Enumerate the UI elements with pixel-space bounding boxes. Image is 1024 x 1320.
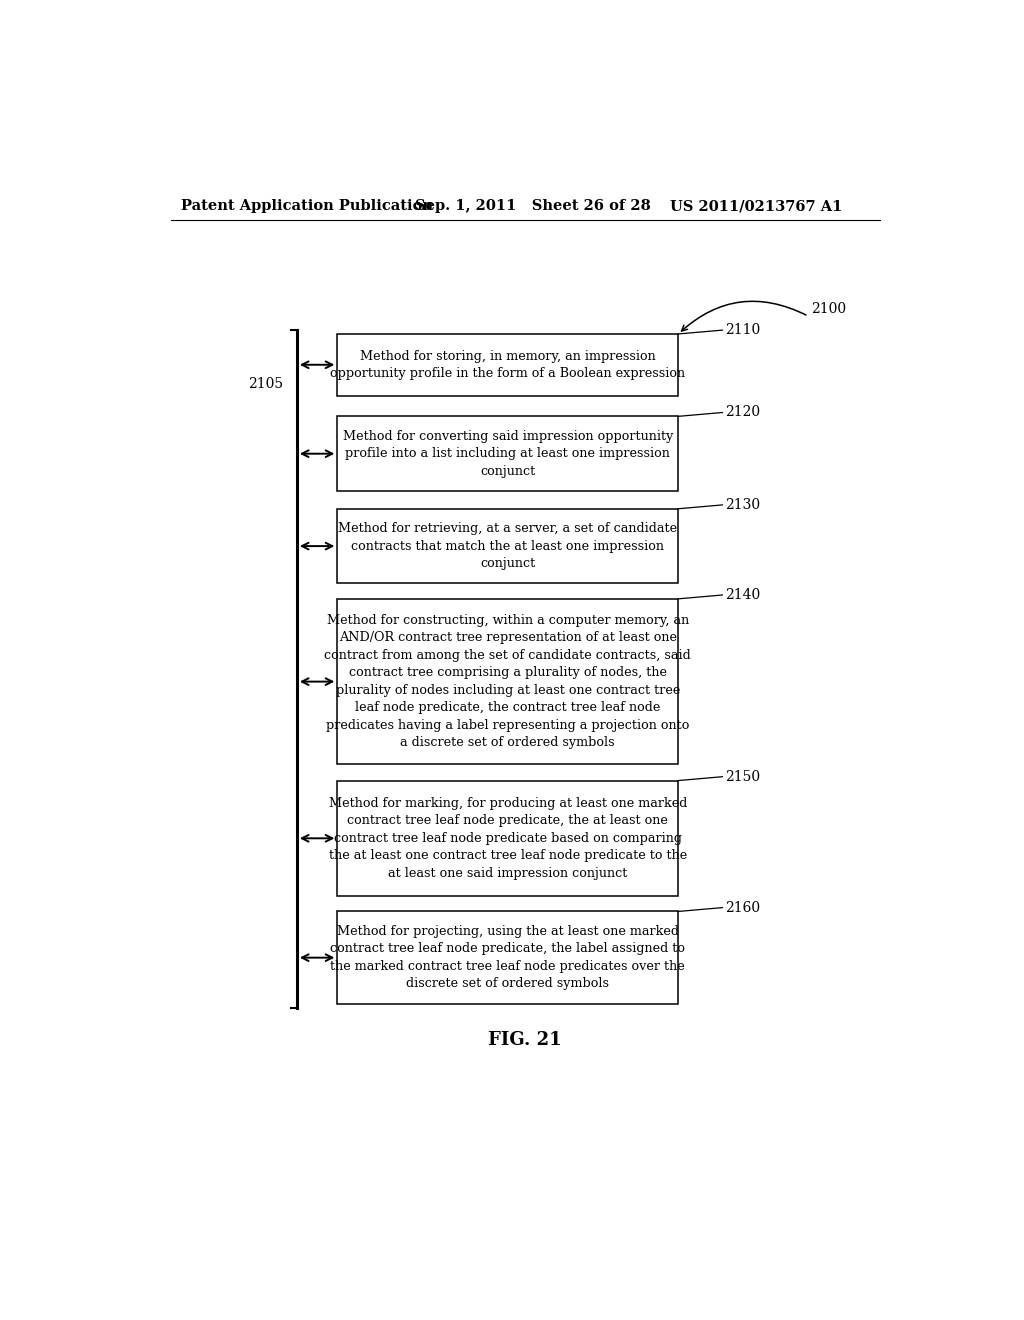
Text: Patent Application Publication: Patent Application Publication (180, 199, 433, 213)
Text: 2150: 2150 (725, 770, 760, 784)
Text: 2105: 2105 (248, 378, 283, 391)
Text: 2140: 2140 (725, 587, 760, 602)
Text: 2130: 2130 (725, 498, 760, 512)
Text: FIG. 21: FIG. 21 (488, 1031, 561, 1049)
Bar (337, 416, 678, 491)
Text: 2160: 2160 (725, 900, 760, 915)
Text: Method for marking, for producing at least one marked
contract tree leaf node pr: Method for marking, for producing at lea… (329, 797, 687, 880)
Text: Sep. 1, 2011   Sheet 26 of 28: Sep. 1, 2011 Sheet 26 of 28 (415, 199, 650, 213)
Bar (337, 508, 678, 583)
Text: Method for retrieving, at a server, a set of candidate
contracts that match the : Method for retrieving, at a server, a se… (338, 523, 677, 570)
Bar (337, 334, 678, 396)
Text: 2110: 2110 (725, 323, 760, 337)
Bar (337, 599, 678, 764)
Bar (337, 780, 678, 896)
Text: Method for converting said impression opportunity
profile into a list including : Method for converting said impression op… (343, 430, 673, 478)
Text: 2100: 2100 (812, 301, 847, 315)
Text: Method for constructing, within a computer memory, an
AND/OR contract tree repre: Method for constructing, within a comput… (325, 614, 691, 750)
Text: 2120: 2120 (725, 405, 760, 420)
Text: Method for storing, in memory, an impression
opportunity profile in the form of : Method for storing, in memory, an impres… (330, 350, 685, 380)
Text: US 2011/0213767 A1: US 2011/0213767 A1 (671, 199, 843, 213)
Bar (337, 911, 678, 1003)
Text: Method for projecting, using the at least one marked
contract tree leaf node pre: Method for projecting, using the at leas… (331, 925, 685, 990)
